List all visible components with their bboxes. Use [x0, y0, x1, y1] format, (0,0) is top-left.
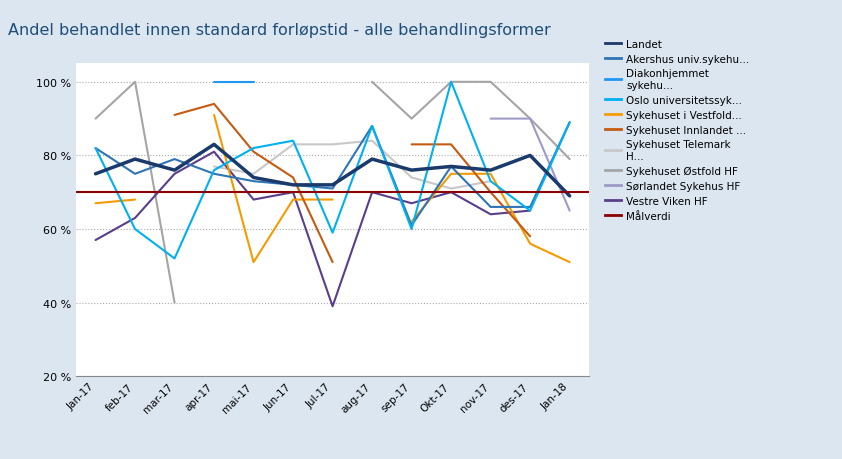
Text: Andel behandlet innen standard forløpstid - alle behandlingsformer: Andel behandlet innen standard forløpsti… — [8, 23, 552, 38]
Legend: Landet, Akershus univ.sykehu..., Diakonhjemmet
sykehu..., Oslo universitetssyk..: Landet, Akershus univ.sykehu..., Diakonh… — [603, 37, 751, 223]
